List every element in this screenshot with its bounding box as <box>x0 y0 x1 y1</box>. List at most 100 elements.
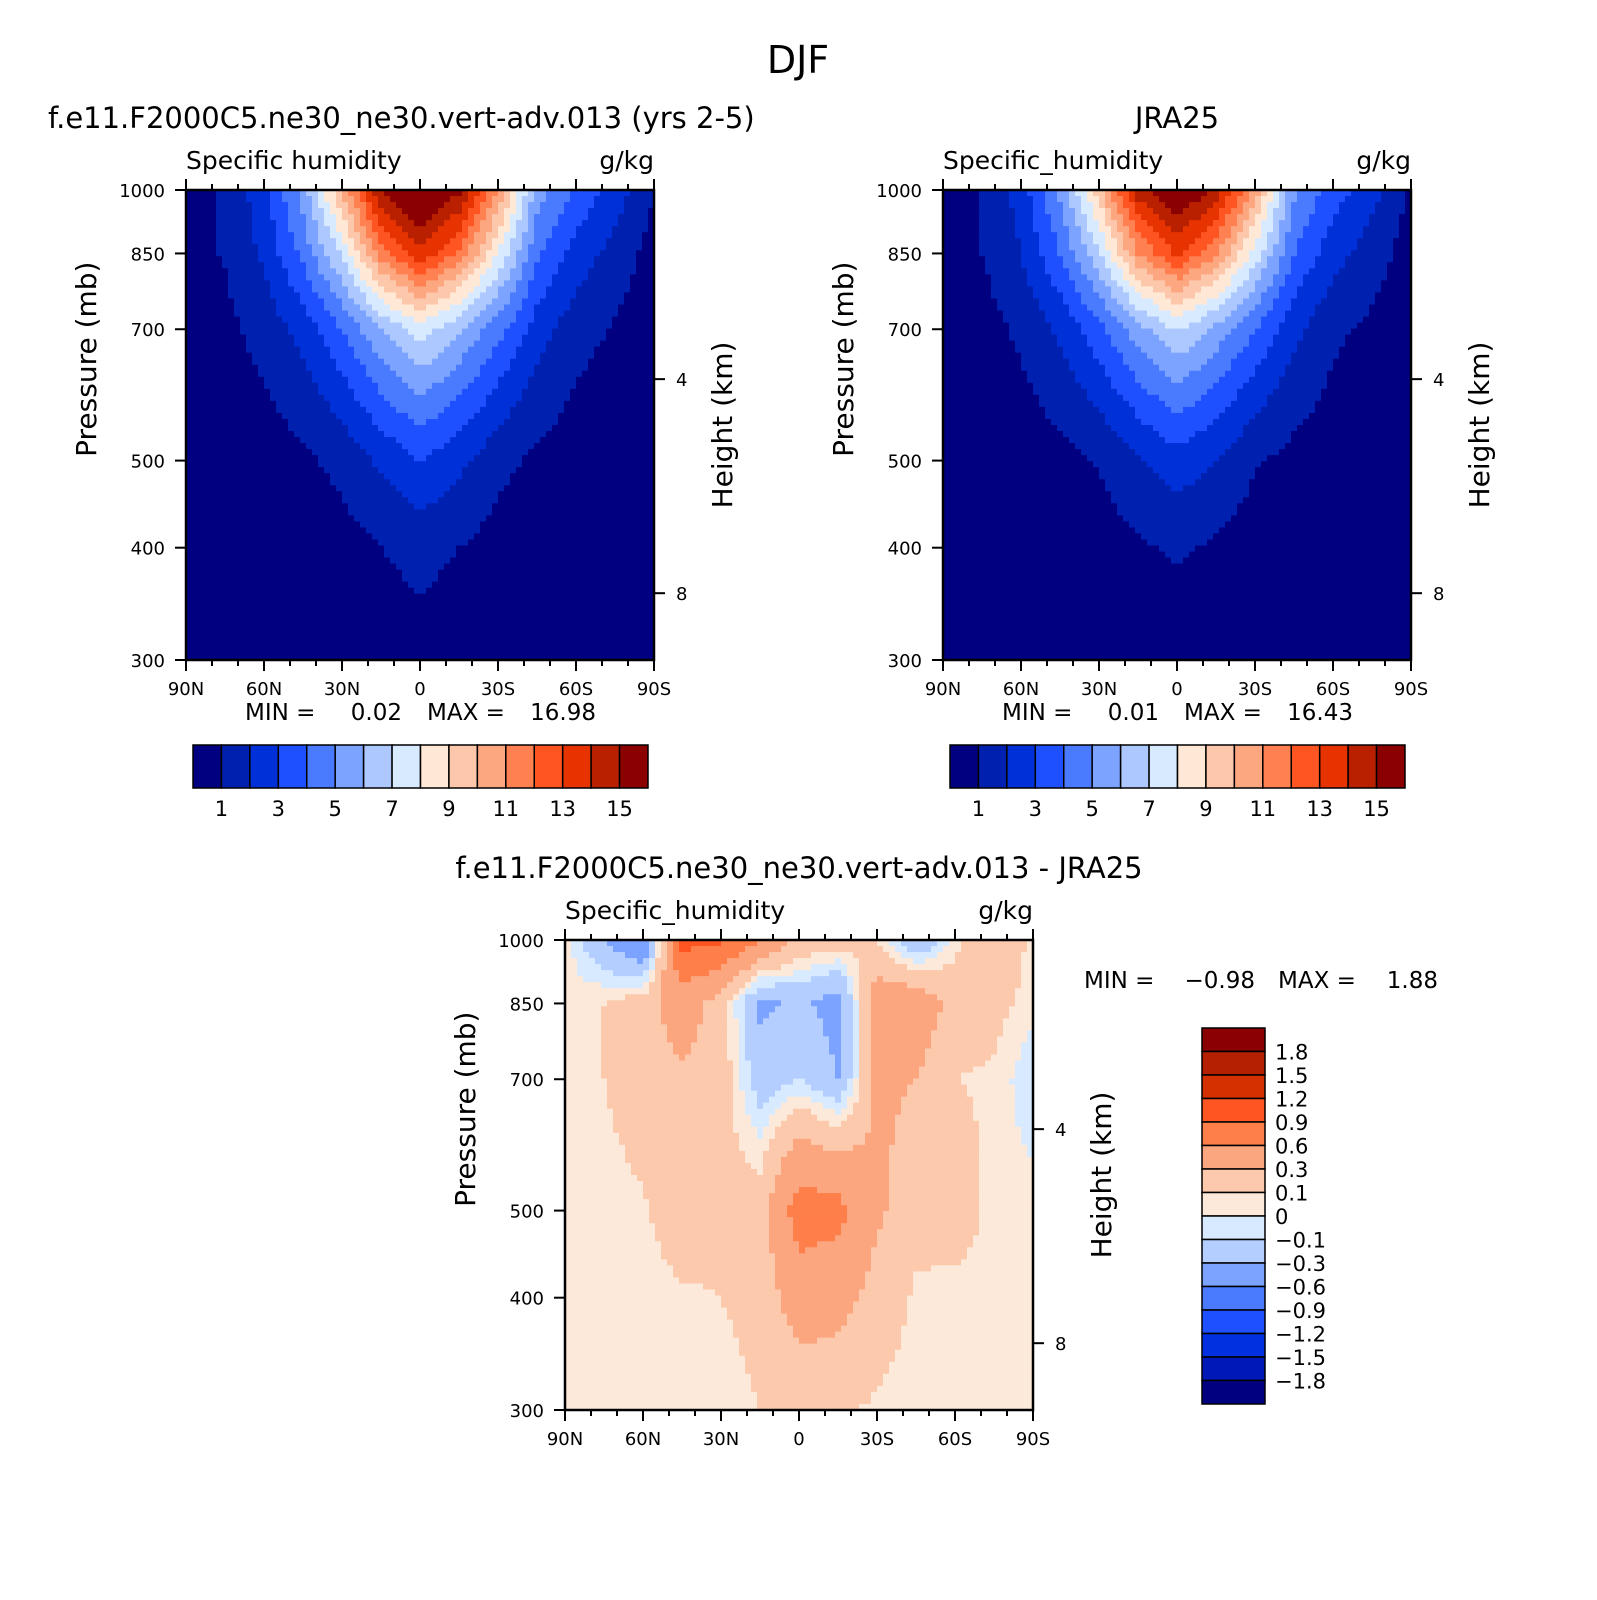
contour-cell <box>252 401 259 408</box>
contour-cell <box>462 226 469 233</box>
contour-cell <box>552 353 559 360</box>
contour-cell <box>528 347 535 354</box>
contour-cell <box>462 329 469 336</box>
contour-cell <box>318 202 325 209</box>
contour-cell <box>582 238 589 245</box>
contour-cell <box>294 214 301 221</box>
contour-cell <box>630 401 637 408</box>
contour-cell <box>396 329 403 336</box>
contour-cell <box>234 286 241 293</box>
contour-cell <box>222 268 229 275</box>
contour-cell <box>642 443 649 450</box>
contour-cell <box>516 497 523 504</box>
contour-cell <box>192 407 199 414</box>
contour-cell <box>210 359 217 366</box>
contour-cell <box>474 202 481 209</box>
contour-cell <box>540 503 547 510</box>
contour-cell <box>264 401 271 408</box>
contour-cell <box>354 558 361 565</box>
contour-cell <box>324 317 331 324</box>
contour-cell <box>534 226 541 233</box>
contour-cell <box>462 425 469 432</box>
contour-cell <box>564 286 571 293</box>
contour-cell <box>642 323 649 330</box>
contour-cell <box>378 407 385 414</box>
contour-cell <box>390 503 397 510</box>
contour-cell <box>630 546 637 553</box>
contour-cell <box>336 491 343 498</box>
contour-cell <box>318 497 325 504</box>
contour-cell <box>612 467 619 474</box>
contour-cell <box>336 383 343 390</box>
contour-cell <box>468 389 475 396</box>
contour-cell <box>216 371 223 378</box>
contour-cell <box>276 407 283 414</box>
contour-cell <box>498 570 505 577</box>
contour-cell <box>252 425 259 432</box>
contour-cell <box>624 226 631 233</box>
contour-cell <box>540 353 547 360</box>
contour-cell <box>426 329 433 336</box>
contour-cell <box>312 389 319 396</box>
contour-cell <box>552 220 559 227</box>
contour-cell <box>330 323 337 330</box>
contour-cell <box>414 437 421 444</box>
contour-cell <box>450 473 457 480</box>
contour-cell <box>354 437 361 444</box>
contour-cell <box>618 220 625 227</box>
contour-cell <box>438 401 445 408</box>
contour-cell <box>282 311 289 318</box>
contour-cell <box>204 552 211 559</box>
contour-cell <box>612 220 619 227</box>
contour-cell <box>474 268 481 275</box>
contour-cell <box>264 208 271 215</box>
contour-cell <box>258 533 265 540</box>
contour-cell <box>468 347 475 354</box>
contour-cell <box>276 455 283 462</box>
contour-cell <box>264 298 271 305</box>
contour-cell <box>408 347 415 354</box>
contour-cell <box>624 347 631 354</box>
contour-cell <box>414 256 421 263</box>
contour-cell <box>642 479 649 486</box>
contour-cell <box>468 256 475 263</box>
contour-cell <box>372 413 379 420</box>
contour-cell <box>210 419 217 426</box>
contour-cell <box>546 558 553 565</box>
contour-cell <box>486 497 493 504</box>
contour-cell <box>246 214 253 221</box>
contour-cell <box>342 515 349 522</box>
contour-cell <box>258 208 265 215</box>
contour-cell <box>324 395 331 402</box>
contour-cell <box>408 509 415 516</box>
contour-cell <box>516 509 523 516</box>
contour-cell <box>348 497 355 504</box>
contour-cell <box>264 317 271 324</box>
contour-cell <box>516 359 523 366</box>
contour-cell <box>474 425 481 432</box>
contour-cell <box>414 311 421 318</box>
contour-cell <box>324 244 331 251</box>
contour-cell <box>594 214 601 221</box>
contour-cell <box>414 389 421 396</box>
contour-cell <box>342 546 349 553</box>
contour-cell <box>510 570 517 577</box>
contour-cell <box>456 413 463 420</box>
contour-cell <box>540 232 547 239</box>
contour-cell <box>264 527 271 534</box>
contour-cell <box>258 383 265 390</box>
contour-cell <box>516 503 523 510</box>
contour-cell <box>228 323 235 330</box>
contour-cell <box>414 268 421 275</box>
contour-cell <box>354 214 361 221</box>
contour-cell <box>384 298 391 305</box>
contour-cell <box>432 449 439 456</box>
contour-cell <box>240 431 247 438</box>
contour-cell <box>630 443 637 450</box>
contour-cell <box>534 546 541 553</box>
contour-cell <box>462 317 469 324</box>
contour-cell <box>396 431 403 438</box>
contour-cell <box>228 473 235 480</box>
contour-cell <box>366 214 373 221</box>
contour-cell <box>360 564 367 571</box>
